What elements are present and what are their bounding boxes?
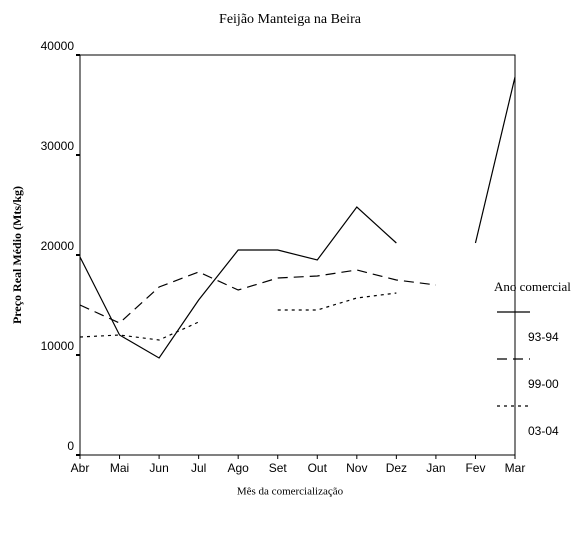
- x-tick-label: Mai: [110, 461, 129, 475]
- x-tick-label: Out: [308, 461, 328, 475]
- x-tick-label: Jun: [149, 461, 168, 475]
- y-axis-label: Preço Real Médio (Mts/kg): [10, 186, 24, 324]
- legend-label: 93-94: [528, 330, 559, 344]
- x-tick-label: Ago: [228, 461, 250, 475]
- y-tick-label: 40000: [41, 39, 75, 53]
- x-tick-label: Fev: [465, 461, 485, 475]
- legend-label: 99-00: [528, 377, 559, 391]
- x-tick-label: Nov: [346, 461, 367, 475]
- y-tick-label: 20000: [41, 239, 75, 253]
- y-tick-label: 0: [67, 439, 74, 453]
- y-tick-label: 10000: [41, 339, 75, 353]
- series-line: [79, 76, 516, 359]
- series-line: [79, 292, 397, 341]
- x-tick-label: Abr: [71, 461, 90, 475]
- x-tick-label: Set: [269, 461, 288, 475]
- legend-label: 03-04: [528, 424, 559, 438]
- x-axis-label: Mês da comercialização: [237, 486, 344, 498]
- x-tick-label: Mar: [505, 461, 526, 475]
- chart-title: Feijão Manteiga na Beira: [219, 12, 362, 27]
- x-tick-label: Jan: [426, 461, 445, 475]
- legend-title: Ano comercial: [494, 279, 571, 294]
- y-tick-label: 30000: [41, 139, 75, 153]
- series-line: [79, 269, 436, 324]
- x-tick-label: Jul: [191, 461, 206, 475]
- x-tick-label: Dez: [386, 461, 407, 475]
